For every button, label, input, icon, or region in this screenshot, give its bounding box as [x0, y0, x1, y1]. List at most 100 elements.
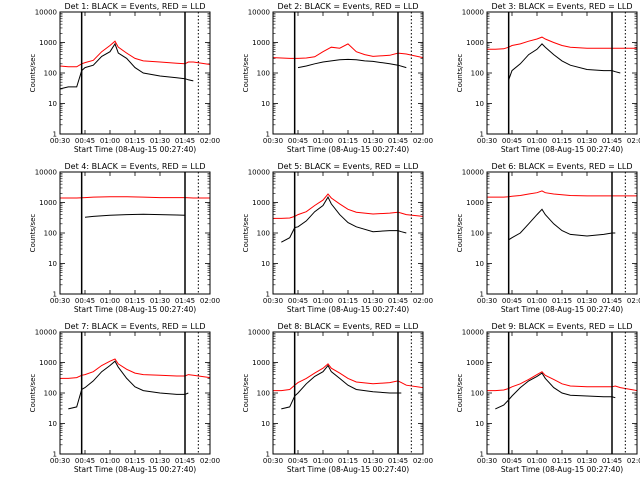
y-tick-label: 1 [266, 291, 270, 299]
y-tick-label: 10 [48, 100, 57, 108]
series-line-events [281, 364, 402, 410]
x-tick-label: 01:15 [125, 297, 145, 305]
x-axis-label: Start Time (08-Aug-15 00:27:40) [74, 145, 196, 154]
x-tick-label: 02:00 [627, 137, 640, 145]
series-line-lld [487, 371, 638, 392]
series-line-events [495, 372, 616, 410]
x-tick-label: 01:00 [100, 297, 120, 305]
plot-frame [486, 171, 638, 295]
y-axis-label: Counts/sec [456, 374, 464, 413]
series-line-lld [273, 363, 424, 392]
y-tick-label: 1000 [466, 39, 484, 47]
x-tick-label: 00:45 [502, 457, 522, 465]
chart-panel-7: Det 7: BLACK = Events, RED = LLD Start Ti… [29, 322, 220, 474]
plot-frame [59, 11, 211, 135]
chart-title: Det 4: BLACK = Events, RED = LLD [65, 162, 206, 171]
chart-title: Det 9: BLACK = Events, RED = LLD [492, 322, 633, 331]
y-tick-label: 1000 [39, 39, 57, 47]
series-line-events [84, 213, 186, 218]
x-tick-label: 01:15 [125, 457, 145, 465]
x-tick-label: 00:30 [263, 137, 283, 145]
y-tick-label: 10000 [35, 9, 57, 17]
x-tick-label: 01:00 [313, 457, 333, 465]
x-tick-label: 01:15 [552, 297, 572, 305]
y-tick-label: 100 [471, 390, 484, 398]
y-tick-label: 10000 [248, 169, 270, 177]
x-tick-label: 00:45 [288, 137, 308, 145]
chart-title: Det 7: BLACK = Events, RED = LLD [65, 322, 206, 331]
x-tick-label: 01:30 [150, 457, 170, 465]
y-tick-label: 100 [471, 230, 484, 238]
series-line-lld [60, 358, 211, 379]
x-axis-label: Start Time (08-Aug-15 00:27:40) [501, 465, 623, 474]
y-axis-label: Counts/sec [29, 214, 37, 253]
y-tick-label: 10000 [35, 329, 57, 337]
chart-title: Det 1: BLACK = Events, RED = LLD [65, 2, 206, 11]
chart-panel-8: Det 8: BLACK = Events, RED = LLD Start Ti… [242, 322, 433, 474]
x-tick-label: 00:45 [75, 457, 95, 465]
plot-frame [59, 171, 211, 295]
plot-frame [272, 171, 424, 295]
y-tick-label: 1000 [252, 199, 270, 207]
series-line-events [508, 43, 621, 80]
y-tick-label: 10000 [35, 169, 57, 177]
y-tick-label: 1000 [252, 39, 270, 47]
chart-title: Det 5: BLACK = Events, RED = LLD [278, 162, 419, 171]
y-axis-label: Counts/sec [456, 214, 464, 253]
y-tick-label: 1 [480, 131, 484, 139]
y-tick-label: 10000 [462, 329, 484, 337]
y-tick-label: 1000 [466, 199, 484, 207]
y-tick-label: 10 [475, 100, 484, 108]
chart-panel-4: Det 4: BLACK = Events, RED = LLD Start Ti… [29, 162, 220, 314]
series-line-lld [272, 43, 424, 59]
y-tick-label: 10 [475, 420, 484, 428]
x-axis-label: Start Time (08-Aug-15 00:27:40) [501, 305, 623, 314]
series-line-lld [59, 40, 211, 68]
x-tick-label: 01:00 [527, 137, 547, 145]
x-tick-label: 00:30 [50, 457, 70, 465]
x-tick-label: 00:45 [288, 297, 308, 305]
x-tick-label: 02:00 [413, 457, 433, 465]
x-tick-label: 01:15 [552, 457, 572, 465]
y-tick-label: 100 [257, 70, 270, 78]
series-line-events [297, 58, 407, 69]
x-tick-label: 01:45 [602, 297, 622, 305]
plot-frame [272, 331, 424, 455]
y-tick-label: 10 [48, 260, 57, 268]
y-tick-label: 10 [475, 260, 484, 268]
x-tick-label: 00:45 [288, 457, 308, 465]
x-axis-label: Start Time (08-Aug-15 00:27:40) [287, 145, 409, 154]
x-tick-label: 01:00 [527, 457, 547, 465]
x-tick-label: 01:30 [577, 457, 597, 465]
x-tick-label: 01:30 [150, 297, 170, 305]
x-tick-label: 01:45 [175, 457, 195, 465]
y-tick-label: 10 [261, 260, 270, 268]
y-tick-label: 1 [480, 451, 484, 459]
x-tick-label: 01:30 [577, 297, 597, 305]
x-tick-label: 00:45 [502, 297, 522, 305]
y-tick-label: 1 [53, 291, 57, 299]
y-axis-label: Counts/sec [29, 54, 37, 93]
x-axis-label: Start Time (08-Aug-15 00:27:40) [287, 465, 409, 474]
y-tick-label: 1000 [466, 359, 484, 367]
y-tick-label: 100 [257, 390, 270, 398]
x-tick-label: 02:00 [200, 137, 220, 145]
x-axis-label: Start Time (08-Aug-15 00:27:40) [74, 465, 196, 474]
x-tick-label: 01:30 [363, 457, 383, 465]
x-tick-label: 00:45 [75, 137, 95, 145]
x-tick-label: 01:15 [338, 137, 358, 145]
y-tick-label: 1000 [39, 199, 57, 207]
y-tick-label: 10000 [462, 9, 484, 17]
y-tick-label: 1000 [39, 359, 57, 367]
x-tick-label: 01:15 [552, 137, 572, 145]
x-tick-label: 01:30 [363, 297, 383, 305]
y-tick-label: 10 [261, 100, 270, 108]
y-axis-label: Counts/sec [456, 54, 464, 93]
series-line-lld [273, 193, 424, 219]
series-line-events [508, 208, 616, 241]
chart-title: Det 8: BLACK = Events, RED = LLD [278, 322, 419, 331]
chart-panel-3: Det 3: BLACK = Events, RED = LLD Start Ti… [456, 2, 640, 154]
chart-panel-1: Det 1: BLACK = Events, RED = LLD Start Ti… [29, 2, 220, 154]
y-tick-label: 10000 [248, 329, 270, 337]
x-tick-label: 01:45 [388, 137, 408, 145]
